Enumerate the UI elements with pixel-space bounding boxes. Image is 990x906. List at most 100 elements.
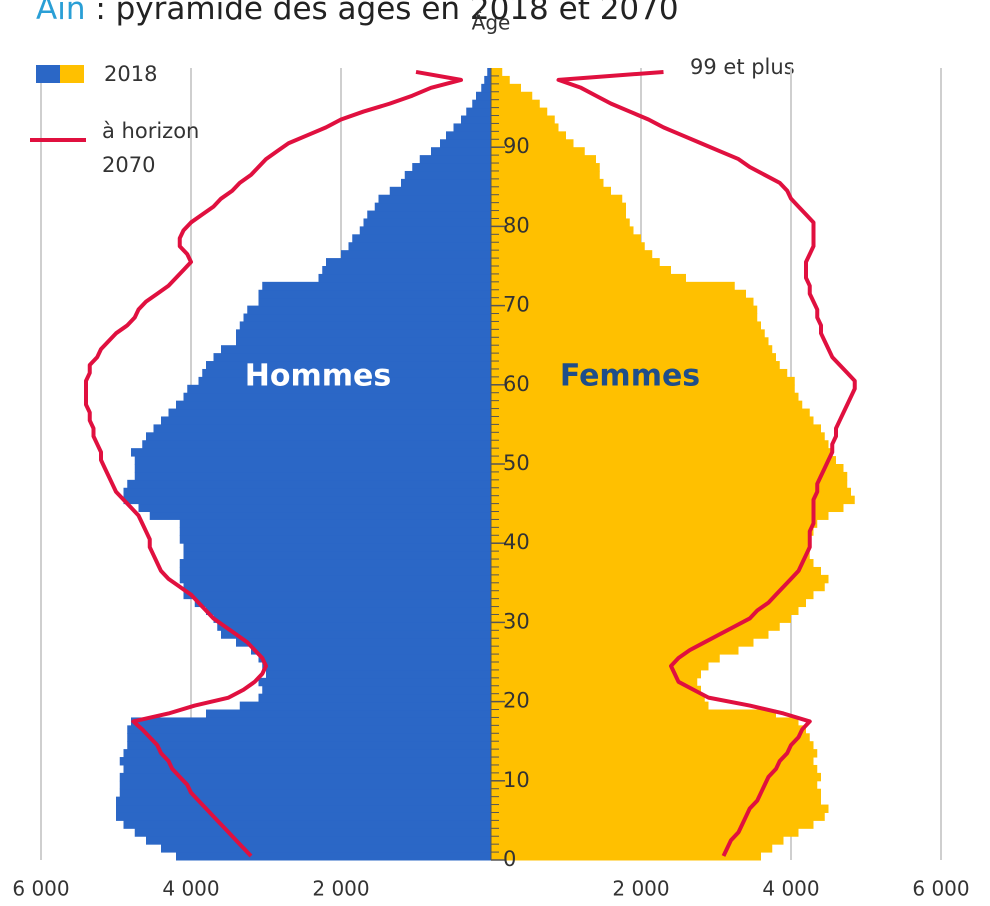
bar <box>491 764 818 774</box>
bar <box>142 440 491 449</box>
bar <box>127 741 491 750</box>
bar <box>491 606 799 615</box>
bar <box>491 796 821 806</box>
bar <box>491 598 806 608</box>
bar <box>491 662 709 671</box>
bar <box>491 218 630 227</box>
legend-swatch <box>36 65 60 83</box>
bar <box>491 464 844 473</box>
bar <box>198 376 491 386</box>
bar <box>217 622 491 631</box>
bar <box>491 574 829 584</box>
x-tick-label: 4 000 <box>162 877 219 901</box>
bar <box>258 693 491 703</box>
x-tick-label: 2 000 <box>312 877 369 901</box>
bar <box>491 155 596 164</box>
bar <box>491 448 833 457</box>
bar <box>461 115 491 124</box>
bar <box>318 273 491 283</box>
bar <box>179 519 491 528</box>
bar <box>221 630 491 639</box>
bar <box>146 432 491 441</box>
bar <box>127 479 491 489</box>
bar <box>239 701 491 711</box>
bar <box>491 693 705 703</box>
bar <box>491 479 848 489</box>
bar <box>134 456 491 465</box>
bar <box>491 123 559 132</box>
bar <box>453 123 491 132</box>
bar <box>491 527 814 536</box>
bar <box>213 614 491 623</box>
bar <box>161 844 491 853</box>
bar <box>491 543 810 552</box>
bar <box>431 147 491 156</box>
bar <box>491 828 799 837</box>
bar <box>472 99 491 109</box>
bar <box>262 662 491 671</box>
bar <box>491 131 566 140</box>
bar <box>491 535 810 544</box>
bar <box>491 297 754 307</box>
bar <box>491 749 818 758</box>
bar <box>138 503 491 513</box>
bar <box>123 495 491 505</box>
bar <box>491 646 739 655</box>
bar <box>491 804 829 813</box>
bar <box>179 559 491 568</box>
bar <box>221 345 491 354</box>
bar <box>491 258 660 267</box>
bar <box>491 408 810 417</box>
bar <box>481 83 491 93</box>
bar <box>491 590 814 600</box>
x-tick-label: 6 000 <box>12 877 69 901</box>
bar <box>491 780 818 790</box>
bar <box>183 590 491 600</box>
bar <box>179 535 491 544</box>
bar <box>491 503 844 513</box>
bar <box>491 582 825 592</box>
bar <box>123 820 491 829</box>
bar <box>491 836 784 845</box>
bar <box>491 757 814 766</box>
y-tick-label: 20 <box>503 689 530 713</box>
bar <box>131 717 491 726</box>
bar <box>116 812 491 821</box>
bar <box>176 852 491 861</box>
bar <box>123 764 491 774</box>
chart-title: Ain : pyramide des âges en 2018 et 2070 <box>36 0 679 27</box>
bar <box>404 170 491 180</box>
y-axis-label: Âge <box>472 11 511 35</box>
bar <box>491 281 735 291</box>
bar <box>262 281 491 291</box>
bar <box>491 384 795 394</box>
bar <box>487 68 491 77</box>
line-2070 <box>556 69 857 857</box>
legend-label: à horizon 2070 <box>102 119 200 177</box>
bar <box>491 440 829 449</box>
bar <box>491 226 634 235</box>
bar <box>491 709 776 718</box>
bar <box>243 313 491 322</box>
y-tick-label: 50 <box>503 451 530 475</box>
bar <box>206 606 491 615</box>
bar <box>149 511 491 520</box>
bar <box>123 487 491 497</box>
bar <box>491 83 521 93</box>
bar <box>491 345 773 354</box>
x-tick-label: 4 000 <box>762 877 819 901</box>
bar <box>491 772 821 782</box>
bar <box>412 163 491 172</box>
bar <box>491 685 701 695</box>
bar <box>491 115 555 124</box>
bar <box>119 780 491 790</box>
bar <box>491 487 851 497</box>
bar <box>491 677 698 687</box>
bar <box>484 75 491 85</box>
bar <box>168 408 491 417</box>
bar <box>491 210 626 219</box>
bar <box>491 194 623 204</box>
bar <box>491 178 604 188</box>
title-place: Ain <box>36 0 85 27</box>
